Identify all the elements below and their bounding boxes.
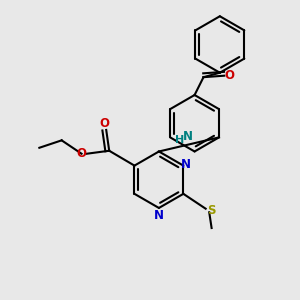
- Text: O: O: [76, 147, 86, 160]
- Text: N: N: [181, 158, 191, 171]
- Text: H: H: [176, 135, 185, 145]
- Text: O: O: [100, 117, 110, 130]
- Text: N: N: [182, 130, 193, 142]
- Text: O: O: [225, 69, 235, 82]
- Text: N: N: [154, 209, 164, 222]
- Text: S: S: [207, 204, 216, 217]
